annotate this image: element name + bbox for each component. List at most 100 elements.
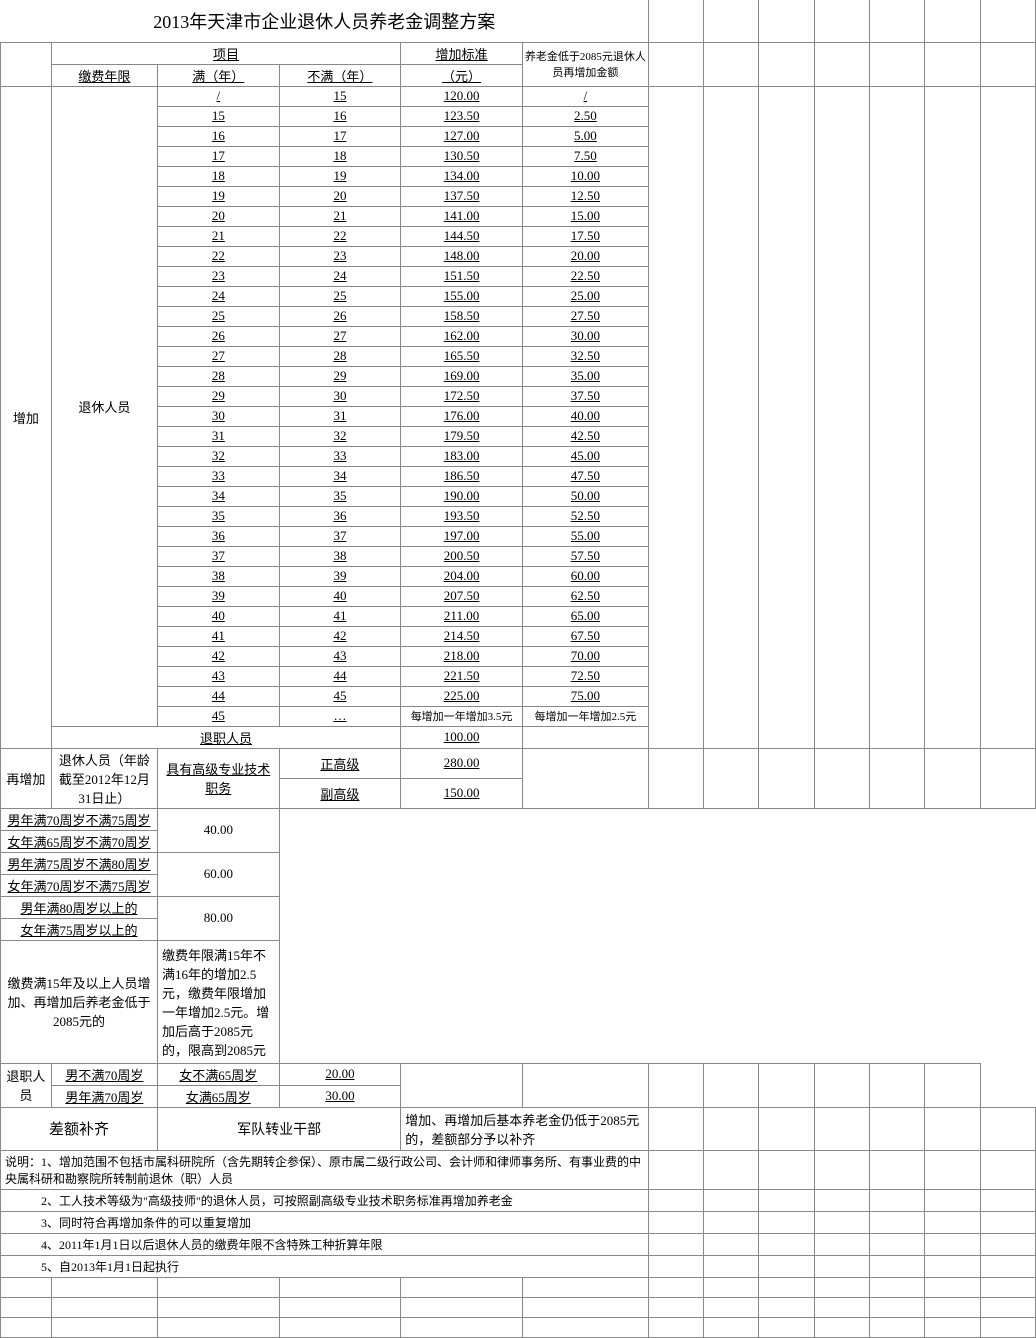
header-yuan: （元） [442, 69, 481, 84]
table-cell: 67.50 [571, 628, 600, 643]
table-cell: 193.50 [444, 508, 480, 523]
table-cell: 2.50 [574, 108, 597, 123]
table-cell: 134.00 [444, 168, 480, 183]
table-cell: 30 [212, 408, 225, 423]
table-cell: 40.00 [571, 408, 600, 423]
table-cell: 26 [212, 328, 225, 343]
header-fee-years: 缴费年限 [78, 69, 130, 84]
table-cell: 221.50 [444, 668, 480, 683]
table-cell: 43 [333, 648, 346, 663]
table-cell: 45 [333, 688, 346, 703]
table-cell: 36 [333, 508, 346, 523]
table-cell: 37.50 [571, 388, 600, 403]
table-cell: 37 [212, 548, 225, 563]
table-cell: 42.50 [571, 428, 600, 443]
senior-val-1: 150.00 [444, 785, 480, 800]
table-cell: 151.50 [444, 268, 480, 283]
table-cell: 31 [333, 408, 346, 423]
table-cell: 16 [333, 108, 346, 123]
table-cell: 176.00 [444, 408, 480, 423]
age-male: 男年满80周岁以上的 [1, 896, 158, 918]
table-cell: 52.50 [571, 508, 600, 523]
note-line: 4、2011年1月1日以后退休人员的缴费年限不含特殊工种折算年限 [1, 1233, 649, 1255]
table-cell: 218.00 [444, 648, 480, 663]
table-cell: 38 [333, 548, 346, 563]
table-cell: 18 [333, 148, 346, 163]
retired2-m-1: 男年满70周岁 [65, 1090, 143, 1105]
age-val: 40.00 [158, 808, 280, 852]
age-male: 男年满75周岁不满80周岁 [1, 852, 158, 874]
table-cell: 12.50 [571, 188, 600, 203]
table-cell: 57.50 [571, 548, 600, 563]
table-cell: 18 [212, 168, 225, 183]
table-cell: 60.00 [571, 568, 600, 583]
table-cell: 21 [333, 208, 346, 223]
table-cell: 37 [333, 528, 346, 543]
senior-val-0: 280.00 [444, 755, 480, 770]
header-notfull: 不满（年） [307, 69, 372, 84]
table-cell: 29 [212, 388, 225, 403]
table-cell: 20 [212, 208, 225, 223]
retired2-val-0: 20.00 [325, 1066, 354, 1081]
table-cell: 65.00 [571, 608, 600, 623]
section2-label: 再增加 [1, 748, 52, 808]
table-cell: 27 [212, 348, 225, 363]
table-cell: 30.00 [571, 328, 600, 343]
table-cell: 75.00 [571, 688, 600, 703]
table-cell: 72.50 [571, 668, 600, 683]
table-cell: 22.50 [571, 268, 600, 283]
pension-table: 2013年天津市企业退休人员养老金调整方案 项目 增加标准 养老金低于2085元… [0, 0, 1036, 1338]
table-cell: 20 [333, 188, 346, 203]
table-cell: 130.50 [444, 148, 480, 163]
table-cell: 148.00 [444, 248, 480, 263]
table-cell: 16 [212, 128, 225, 143]
note-line: 说明：1、增加范围不包括市属科研院所（含先期转企参保）、原市属二级行政公司、会计… [1, 1150, 649, 1189]
table-cell: 155.00 [444, 288, 480, 303]
table-cell: 204.00 [444, 568, 480, 583]
table-cell: 33 [212, 468, 225, 483]
table-cell: 172.50 [444, 388, 480, 403]
table-cell: 55.00 [571, 528, 600, 543]
retired2-label: 退职人员 [1, 1063, 52, 1107]
table-cell: 137.50 [444, 188, 480, 203]
header-full: 满（年） [192, 69, 244, 84]
table-cell: 24 [333, 268, 346, 283]
table-cell: 19 [212, 188, 225, 203]
header-project: 项目 [213, 47, 239, 62]
table-cell: 34 [333, 468, 346, 483]
table-cell: 127.00 [444, 128, 480, 143]
table-cell: 36 [212, 528, 225, 543]
note-line: 3、同时符合再增加条件的可以重复增加 [1, 1211, 649, 1233]
table-cell: 40 [333, 588, 346, 603]
table-cell: 27 [333, 328, 346, 343]
section1-label: 增加 [1, 86, 52, 748]
age-male: 男年满70周岁不满75周岁 [1, 808, 158, 830]
table-cell: 28 [333, 348, 346, 363]
table-cell: 183.00 [444, 448, 480, 463]
diff-val: 增加、再增加后基本养老金仍低于2085元的，差额部分予以补齐 [401, 1107, 649, 1150]
table-cell: 34 [212, 488, 225, 503]
table-cell: 186.50 [444, 468, 480, 483]
table-cell: 25 [212, 308, 225, 323]
table-cell: 165.50 [444, 348, 480, 363]
table-cell: 29 [333, 368, 346, 383]
low-pension-label: 缴费满15年及以上人员增加、再增加后养老金低于2085元的 [1, 940, 158, 1063]
table-cell: 35 [212, 508, 225, 523]
table-cell: 10.00 [571, 168, 600, 183]
table-cell: 39 [212, 588, 225, 603]
table-cell: 15 [333, 88, 346, 103]
table-cell: / [584, 88, 588, 103]
table-cell: 42 [212, 648, 225, 663]
table-cell: 15 [212, 108, 225, 123]
table-cell: 19 [333, 168, 346, 183]
table-cell: 120.00 [444, 88, 480, 103]
table-cell: 62.50 [571, 588, 600, 603]
table-cell: 32.50 [571, 348, 600, 363]
table-cell: 50.00 [571, 488, 600, 503]
doc-title: 2013年天津市企业退休人员养老金调整方案 [1, 0, 649, 42]
table-cell: 35.00 [571, 368, 600, 383]
header-increase: 增加标准 [436, 47, 488, 62]
table-cell: 45.00 [571, 448, 600, 463]
table-cell: 23 [212, 268, 225, 283]
table-cell: 20.00 [571, 248, 600, 263]
